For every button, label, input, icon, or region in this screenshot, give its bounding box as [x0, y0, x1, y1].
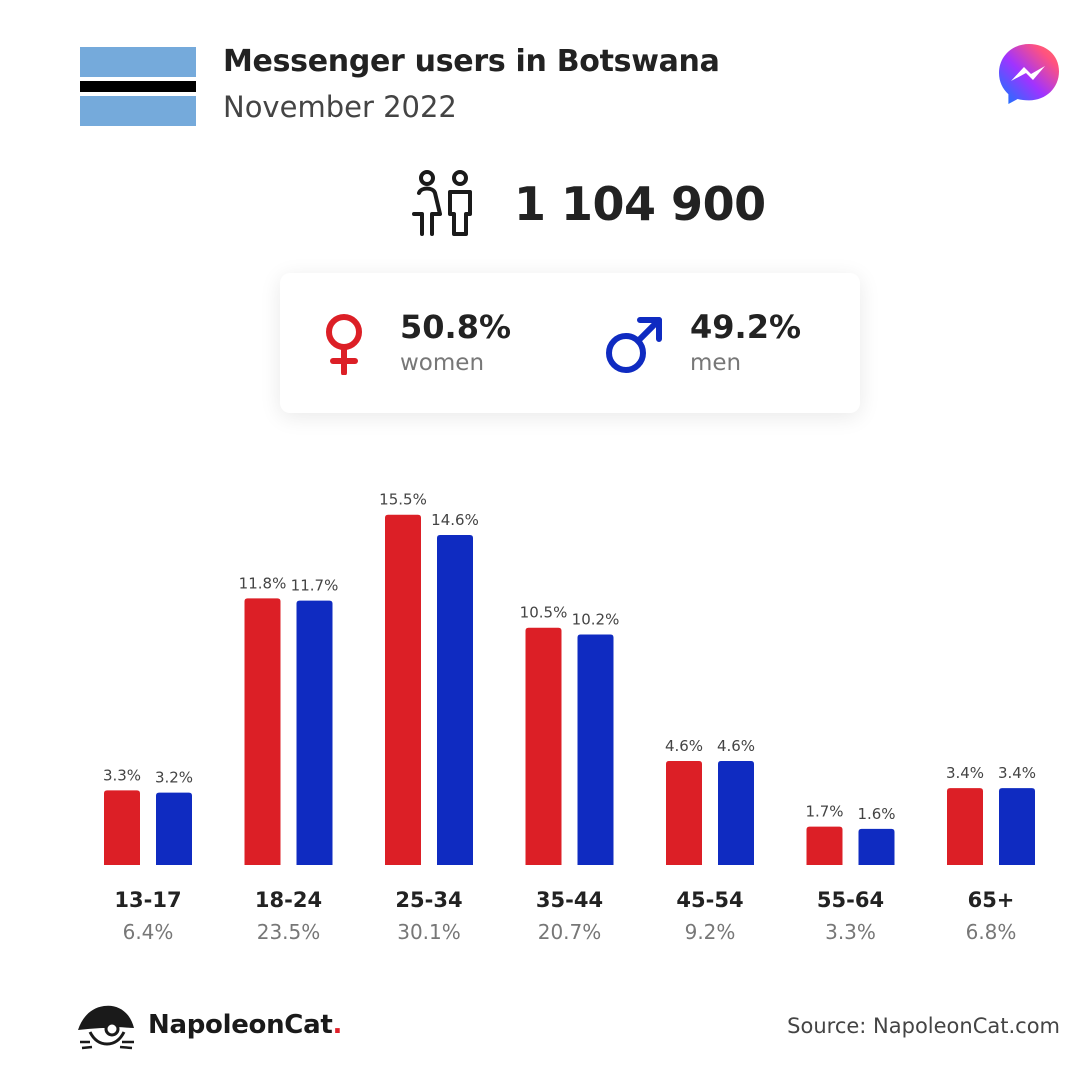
age-group-label: 18-24	[255, 888, 322, 912]
napoleoncat-logo: NapoleonCat.	[76, 1000, 342, 1056]
bar	[244, 598, 281, 865]
bar	[999, 788, 1035, 865]
bar-value-label: 3.3%	[103, 766, 141, 784]
bar-value-label: 11.8%	[239, 574, 287, 592]
bar	[858, 828, 895, 865]
age-group-label: 55-64	[817, 888, 884, 912]
bar	[437, 535, 473, 865]
age-group-total: 20.7%	[538, 920, 602, 944]
age-group-total: 6.8%	[966, 920, 1017, 944]
bar-value-label: 4.6%	[665, 737, 703, 755]
bar	[947, 788, 983, 865]
bar-value-label: 15.5%	[379, 491, 427, 509]
bar-value-label: 10.5%	[520, 604, 568, 622]
page-title: Messenger users in Botswana	[223, 44, 720, 79]
age-group-label: 45-54	[676, 888, 743, 912]
botswana-flag-icon	[80, 47, 196, 126]
bar-value-label: 1.6%	[857, 805, 895, 823]
bar	[577, 634, 614, 865]
women-percentage: 50.8%	[400, 308, 512, 346]
brand-dot: .	[332, 1010, 343, 1040]
total-users-row: 1 104 900	[408, 168, 766, 240]
bar	[666, 761, 702, 865]
napoleoncat-cat-icon	[78, 1005, 134, 1050]
messenger-logo-icon	[999, 44, 1059, 104]
women-label: women	[400, 350, 485, 376]
bar-value-label: 4.6%	[717, 737, 755, 755]
bar	[156, 792, 192, 865]
total-users-value: 1 104 900	[514, 177, 766, 231]
age-group-total: 9.2%	[685, 920, 736, 944]
age-group-label: 13-17	[114, 888, 181, 912]
brand-name: NapoleonCat	[148, 1010, 333, 1040]
age-group-label: 25-34	[395, 888, 462, 912]
bar	[806, 826, 843, 865]
age-group-total: 23.5%	[257, 920, 321, 944]
age-group-label: 65+	[968, 888, 1015, 912]
bar-value-label: 11.7%	[291, 577, 339, 595]
bar-value-label: 3.4%	[946, 764, 984, 782]
people-icon	[412, 170, 472, 236]
female-symbol-icon	[326, 314, 362, 375]
source-text: Source: NapoleonCat.com	[787, 1014, 1060, 1038]
male-symbol-icon	[606, 317, 662, 373]
gender-card: 50.8% women 49.2% men	[280, 273, 860, 413]
age-group-total: 3.3%	[825, 920, 876, 944]
bar-value-label: 10.2%	[572, 610, 620, 628]
bar	[296, 600, 333, 865]
bar-value-label: 1.7%	[805, 803, 843, 821]
page-subtitle: November 2022	[223, 90, 457, 124]
bar	[385, 514, 421, 865]
napoleoncat-wordmark: NapoleonCat.	[148, 1010, 342, 1040]
bar-value-label: 3.2%	[155, 769, 193, 787]
bar	[718, 761, 754, 865]
bar-value-label: 14.6%	[431, 511, 479, 529]
bar	[104, 790, 140, 865]
men-label: men	[690, 350, 742, 376]
age-group-label: 35-44	[536, 888, 603, 912]
men-percentage: 49.2%	[690, 308, 802, 346]
age-distribution-chart: 3.3% 3.2% 13-17 6.4% 11.8% 11.7% 18-24 23.5% 15.…	[103, 491, 1036, 944]
age-group-total: 30.1%	[397, 920, 461, 944]
bar	[525, 627, 562, 865]
bar-value-label: 3.4%	[998, 764, 1036, 782]
age-group-total: 6.4%	[123, 920, 174, 944]
